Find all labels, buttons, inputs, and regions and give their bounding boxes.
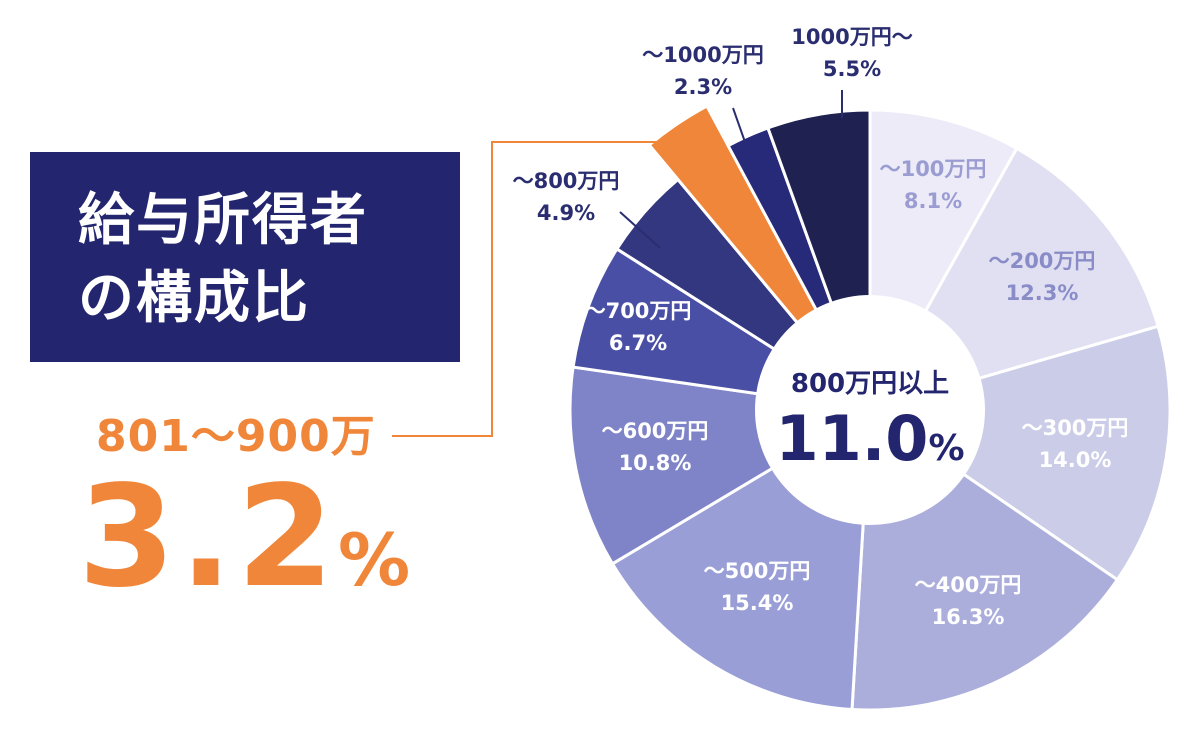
leader-line-7 (619, 211, 661, 249)
slice-label-0: 〜100万円 (880, 157, 987, 181)
center-value-unit: % (928, 428, 964, 469)
slice-value-3: 16.3% (932, 605, 1005, 629)
slice-label-7: 〜800万円 (513, 169, 620, 193)
slice-label-4: 〜500万円 (704, 559, 811, 583)
center-value-number: 11.0 (775, 402, 928, 475)
slice-value-9: 2.3% (674, 75, 732, 99)
slice-value-0: 8.1% (904, 189, 962, 213)
slice-value-2: 14.0% (1039, 448, 1112, 472)
leader-line-9 (732, 107, 746, 143)
slice-label-1: 〜200万円 (989, 249, 1096, 273)
title-line-1: 給与所得者 (78, 188, 368, 253)
title-box: 給与所得者 の構成比 (30, 152, 460, 362)
highlight-connector (392, 141, 668, 437)
center-value: 11.0% (775, 402, 964, 475)
title-line-2: の構成比 (78, 266, 310, 331)
slice-value-7: 4.9% (537, 201, 595, 225)
slice-label-9: 〜1000万円 (642, 43, 763, 67)
center-label: 800万円以上 (791, 369, 949, 399)
slice-label-2: 〜300万円 (1022, 416, 1129, 440)
slice-value-5: 10.8% (619, 451, 692, 475)
slice-label-3: 〜400万円 (915, 573, 1022, 597)
center-hole (755, 295, 985, 525)
slice-value-4: 15.4% (721, 591, 794, 615)
highlight-label: 801〜900万 (96, 411, 376, 462)
slice-value-6: 6.7% (609, 331, 667, 355)
slice-label-6: 〜700万円 (585, 299, 692, 323)
slice-value-10: 5.5% (823, 57, 881, 81)
highlight-value: 3.2% (78, 468, 410, 608)
slice-label-5: 〜600万円 (602, 419, 709, 443)
slice-value-1: 12.3% (1006, 281, 1079, 305)
highlight-value-unit: % (338, 518, 411, 602)
slice-label-10: 1000万円〜 (791, 25, 912, 49)
highlight-value-number: 3.2 (78, 456, 339, 619)
